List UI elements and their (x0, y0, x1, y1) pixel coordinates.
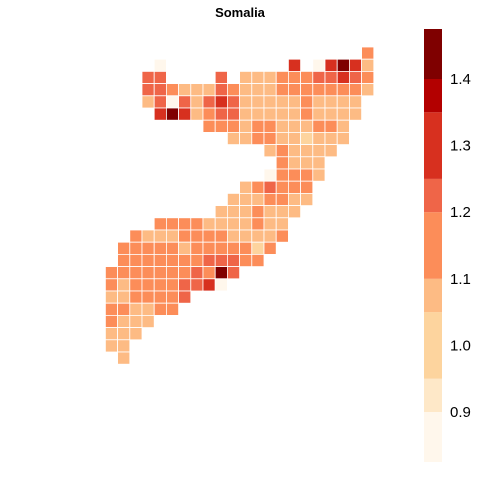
legend-tick-label: 0.9 (450, 404, 471, 421)
legend-tick-label: 1.3 (450, 138, 471, 155)
heatmap-grid (105, 46, 375, 365)
grid-cell (336, 131, 350, 145)
legend-color-band (424, 412, 442, 462)
grid-cell (300, 192, 314, 206)
legend-color-band (424, 79, 442, 113)
legend-color-band (424, 212, 442, 279)
grid-cell (226, 266, 240, 280)
grid-cell (117, 351, 131, 365)
legend-color-band (424, 29, 442, 79)
legend-tick-label: 1.1 (450, 271, 471, 288)
legend-tick-label: 1.0 (450, 337, 471, 354)
map-title: Somalia (215, 5, 265, 20)
legend-color-band (424, 278, 442, 313)
grid-cell (324, 144, 338, 158)
legend-color-band (424, 312, 442, 379)
legend-color-band (424, 178, 442, 213)
grid-cell (348, 107, 362, 121)
grid-cell (263, 241, 277, 255)
legend-bands (424, 29, 442, 462)
grid-cell (129, 327, 143, 341)
grid-cell (141, 314, 155, 328)
legend-tick-label: 1.2 (450, 204, 471, 221)
legend-ticks: 0.9 1.0 1.1 1.2 1.3 1.4 (450, 71, 471, 421)
legend-tick-label: 1.4 (450, 71, 471, 88)
legend-color-band (424, 378, 442, 412)
grid-cell (275, 229, 289, 243)
grid-cell (251, 253, 265, 267)
grid-cell (165, 302, 179, 316)
grid-cell (312, 168, 326, 182)
grid-cell (361, 83, 375, 97)
grid-cell (178, 290, 192, 304)
grid-cell (287, 205, 301, 219)
legend-color-band (424, 112, 442, 179)
grid-cell (214, 278, 228, 292)
